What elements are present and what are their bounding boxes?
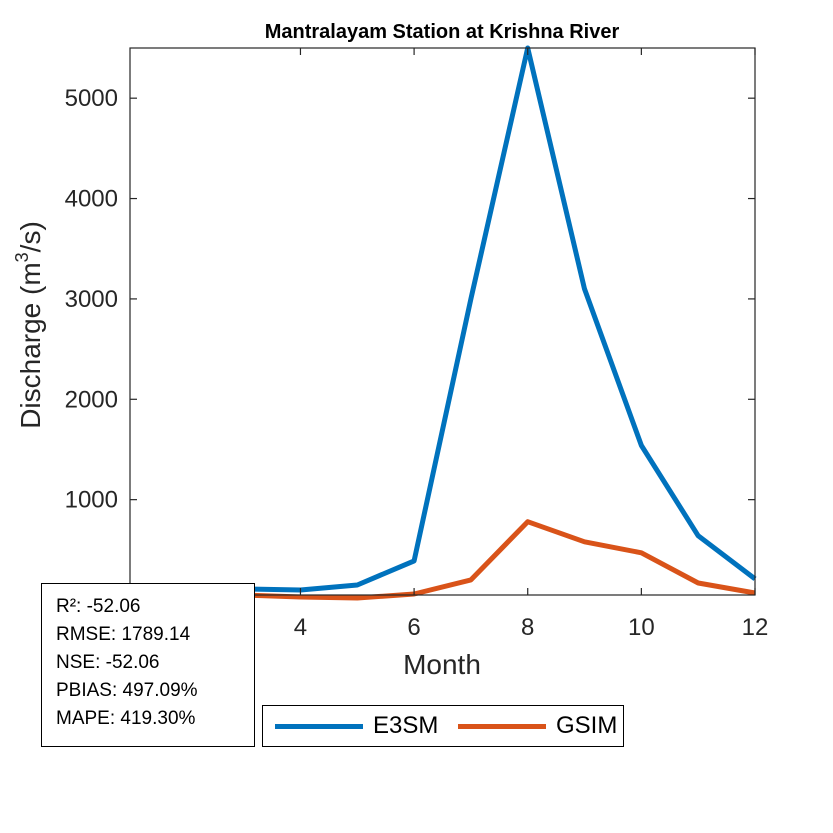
series-layer xyxy=(129,45,757,601)
x-tick-label-12: 12 xyxy=(742,614,769,641)
y-axis-label-superscript: 3 xyxy=(12,252,32,262)
y-tick-label-2000: 2000 xyxy=(65,386,118,413)
y-axis-label-tail: /s) xyxy=(15,221,46,252)
y-axis-label-main: Discharge (m xyxy=(15,262,46,428)
y-tick-label-1000: 1000 xyxy=(65,487,118,514)
legend-item-gsim: GSIM xyxy=(458,706,617,746)
legend-label-e3sm: E3SM xyxy=(373,712,439,739)
legend-label-gsim: GSIM xyxy=(556,712,618,739)
legend-swatch-e3sm xyxy=(275,723,363,729)
x-tick-label-6: 6 xyxy=(407,614,420,641)
y-tick-label-4000: 4000 xyxy=(65,186,118,213)
y-axis-label: Discharge (m3/s) xyxy=(12,221,46,429)
y-tick-label-5000: 5000 xyxy=(65,85,118,112)
legend: E3SM GSIM xyxy=(262,705,624,747)
chart-title: Mantralayam Station at Krishna River xyxy=(265,21,620,43)
x-tick-label-4: 4 xyxy=(294,614,307,641)
x-tick-label-10: 10 xyxy=(628,614,655,641)
series-line-e3sm xyxy=(129,45,757,593)
legend-item-e3sm: E3SM xyxy=(275,706,438,746)
stat-rmse: RMSE: 1789.14 xyxy=(56,624,191,645)
x-tick-label-8: 8 xyxy=(521,614,534,641)
ticks-layer: 1000 2000 3000 4000 5000 4 6 8 10 12 xyxy=(65,48,769,641)
stats-box: R²: -52.06 RMSE: 1789.14 NSE: -52.06 PBI… xyxy=(41,583,255,747)
stat-pbias: PBIAS: 497.09% xyxy=(56,680,198,701)
stat-mape: MAPE: 419.30% xyxy=(56,708,196,729)
legend-swatch-gsim xyxy=(458,723,546,729)
y-tick-label-3000: 3000 xyxy=(65,286,118,313)
x-axis-label: Month xyxy=(403,649,481,680)
stat-nse: NSE: -52.06 xyxy=(56,652,160,673)
stat-r2: R²: -52.06 xyxy=(56,596,141,617)
plot-area-frame xyxy=(129,47,756,596)
